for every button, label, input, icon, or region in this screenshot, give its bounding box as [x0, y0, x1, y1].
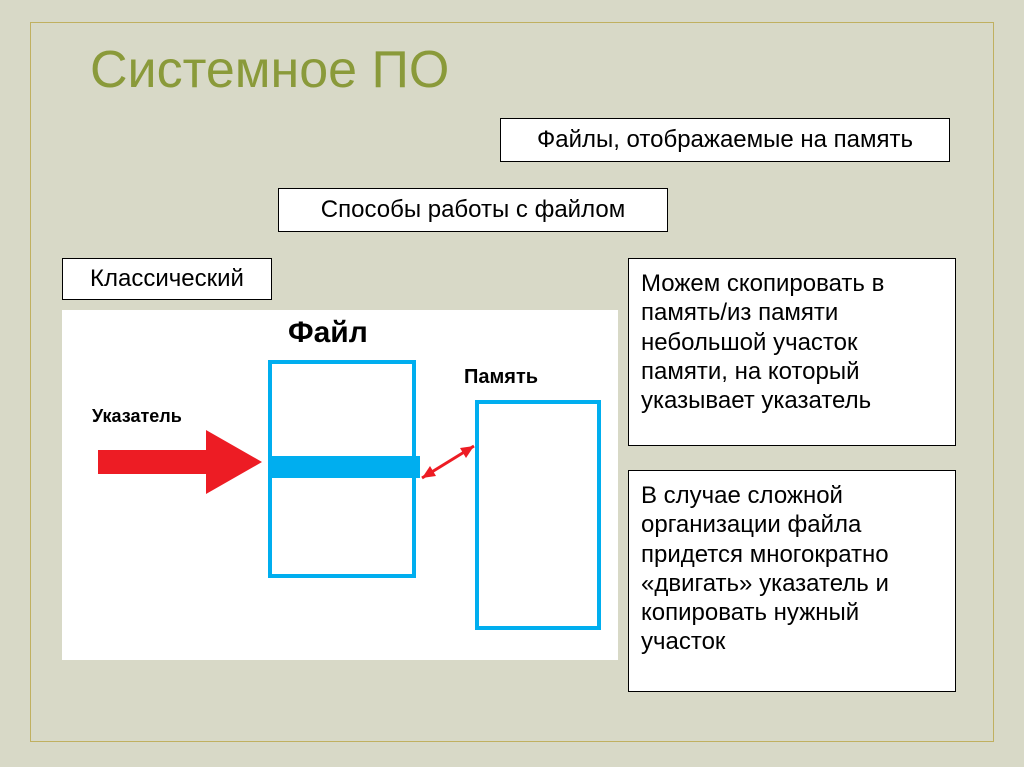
description-2-text: В случае сложной организации файла приде…	[641, 482, 889, 655]
methods-heading-text: Способы работы с файлом	[321, 196, 625, 224]
slide-title: Системное ПО	[90, 40, 449, 100]
file-pointer-band	[268, 456, 420, 478]
file-label: Файл	[288, 316, 368, 350]
memory-rectangle	[475, 400, 601, 630]
bidir-arrow-icon	[422, 446, 474, 478]
subtitle-box: Файлы, отображаемые на память	[500, 118, 950, 162]
methods-heading-box: Способы работы с файлом	[278, 188, 668, 232]
pointer-arrow-icon	[98, 430, 262, 494]
diagram-area: Файл Память Указатель	[62, 310, 618, 660]
description-1-text: Можем скопировать в память/из памяти неб…	[641, 270, 884, 414]
classic-label-box: Классический	[62, 258, 272, 300]
memory-label: Память	[464, 366, 538, 389]
description-1-box: Можем скопировать в память/из памяти неб…	[628, 258, 956, 446]
pointer-label: Указатель	[92, 406, 182, 427]
description-2-box: В случае сложной организации файла приде…	[628, 470, 956, 692]
classic-label-text: Классический	[90, 265, 244, 293]
subtitle-text: Файлы, отображаемые на память	[537, 126, 913, 154]
